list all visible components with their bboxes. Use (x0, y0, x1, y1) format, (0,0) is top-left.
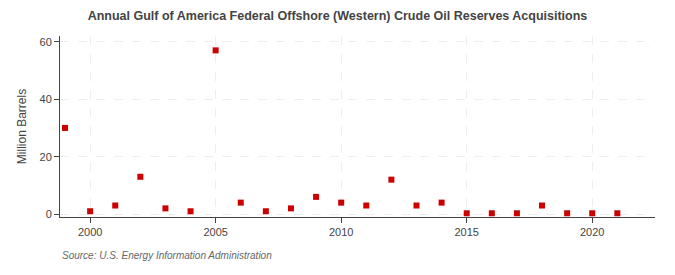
svg-text:60: 60 (40, 36, 52, 48)
svg-text:0: 0 (46, 208, 52, 220)
svg-text:Million Barrels: Million Barrels (15, 89, 29, 164)
svg-text:Source: U.S. Energy Informatio: Source: U.S. Energy Information Administ… (62, 250, 272, 261)
svg-text:40: 40 (40, 93, 52, 105)
svg-text:2000: 2000 (78, 226, 102, 238)
svg-text:Annual Gulf of America Federal: Annual Gulf of America Federal Offshore … (88, 9, 588, 23)
svg-text:2015: 2015 (454, 226, 478, 238)
svg-text:2005: 2005 (203, 226, 227, 238)
svg-text:2020: 2020 (580, 226, 604, 238)
svg-text:20: 20 (40, 151, 52, 163)
svg-text:2010: 2010 (329, 226, 353, 238)
